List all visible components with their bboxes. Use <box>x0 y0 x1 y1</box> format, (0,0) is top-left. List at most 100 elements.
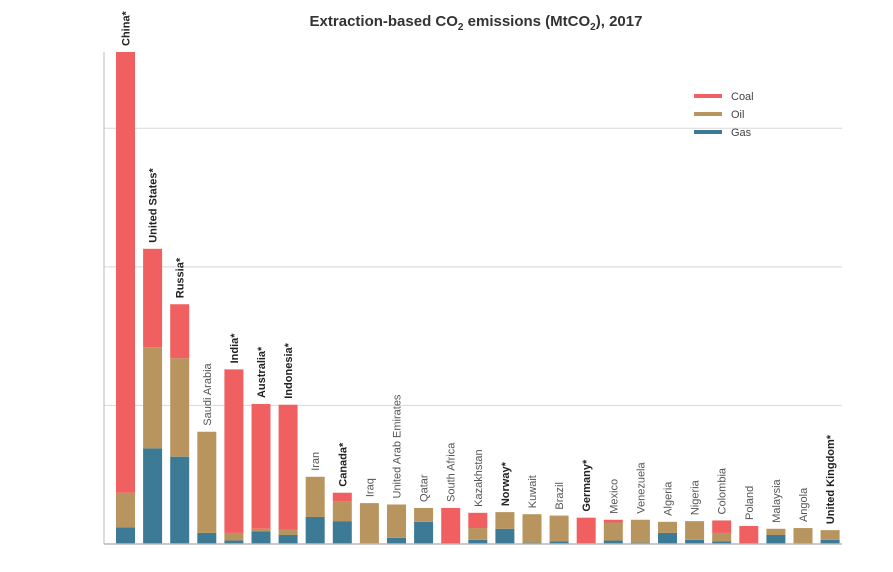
bar-group <box>739 525 759 544</box>
bar-group <box>658 521 677 544</box>
category-label: Saudi Arabia <box>202 362 214 425</box>
bar-oil <box>359 503 379 544</box>
bar-gas <box>712 541 732 544</box>
bar-gas <box>685 539 705 544</box>
bar-oil <box>712 532 732 542</box>
category-label: Angola <box>798 487 810 522</box>
bar-group <box>630 519 650 544</box>
bar-coal <box>441 507 461 544</box>
bar-coal <box>739 525 759 544</box>
bar-gas <box>278 534 298 544</box>
category-label: Canada* <box>337 442 349 487</box>
category-label: Kuwait <box>527 475 539 508</box>
category-label: Malaysia <box>771 478 783 522</box>
bar-group <box>224 369 244 544</box>
bar-oil <box>143 347 163 449</box>
bar-coal <box>251 404 271 529</box>
axes <box>103 52 842 545</box>
category-label: United Kingdom* <box>825 434 837 524</box>
bar-group <box>305 476 325 544</box>
category-label: India* <box>229 333 241 364</box>
bar-group <box>820 530 840 544</box>
bar-oil <box>495 512 515 529</box>
legend-label: Oil <box>731 109 744 121</box>
bar-group <box>576 517 596 544</box>
bar-gas <box>116 527 135 544</box>
bar-group <box>116 52 135 544</box>
bar-oil <box>685 521 705 540</box>
bar-group <box>495 512 515 544</box>
bar-group <box>414 507 434 544</box>
bar-group <box>685 521 705 544</box>
category-label: Indonesia* <box>283 342 295 398</box>
legend-item-coal: Coal <box>694 91 754 103</box>
bar-gas <box>603 540 623 544</box>
category-label: Kazakhstan <box>473 449 485 506</box>
bar-group <box>603 519 623 544</box>
category-label: Brazil <box>554 482 566 510</box>
legend-item-oil: Oil <box>694 109 744 121</box>
category-label: Nigeria <box>690 479 702 515</box>
bar-coal <box>143 248 163 348</box>
bar-group <box>387 504 406 544</box>
bar-gas <box>197 532 217 544</box>
legend-swatch <box>694 130 722 134</box>
bar-gas <box>143 448 163 544</box>
bar-oil <box>820 530 840 540</box>
bar-gas <box>820 539 840 544</box>
bar-group <box>766 528 786 544</box>
bar-gas <box>251 531 271 544</box>
bars <box>116 52 840 544</box>
category-label: Iran <box>310 452 322 471</box>
bar-coal <box>224 369 244 533</box>
bar-oil <box>630 519 650 543</box>
bar-gas <box>170 456 190 544</box>
bar-gas <box>495 528 515 544</box>
category-label: United Arab Emirates <box>392 394 404 498</box>
category-label: China* <box>121 10 133 46</box>
category-label: Colombia <box>717 467 729 514</box>
bar-coal <box>116 52 135 493</box>
bar-oil <box>332 501 352 522</box>
bar-oil <box>170 358 190 457</box>
chart-title: Extraction-based CO2 emissions (MtCO2), … <box>310 13 643 33</box>
bar-group <box>468 512 488 544</box>
bar-group <box>170 304 190 544</box>
legend-label: Coal <box>731 91 754 103</box>
bar-group <box>332 492 352 544</box>
legend-item-gas: Gas <box>694 127 752 139</box>
legend-swatch <box>694 94 722 98</box>
bar-coal <box>712 520 732 533</box>
category-label: South Africa <box>446 442 458 502</box>
legend-label: Gas <box>731 127 752 139</box>
bar-coal <box>576 517 596 544</box>
category-label: Algeria <box>663 481 675 516</box>
bar-oil <box>793 528 813 544</box>
category-label: Qatar <box>419 474 431 502</box>
bar-coal <box>170 304 190 359</box>
bar-coal <box>468 512 488 529</box>
bar-gas <box>332 521 352 544</box>
bar-gas <box>414 521 434 544</box>
legend-swatch <box>694 112 722 116</box>
bar-group <box>549 515 569 544</box>
category-label: Mexico <box>608 479 620 514</box>
category-label: Iraq <box>364 478 376 497</box>
bar-oil <box>251 528 271 532</box>
category-label: Venezuela <box>635 461 647 513</box>
bar-gas <box>305 516 325 544</box>
bar-oil <box>522 514 542 543</box>
bar-group <box>143 248 163 544</box>
bar-oil <box>224 532 244 541</box>
bar-group <box>359 503 379 544</box>
bar-gas <box>468 539 488 544</box>
bar-gas <box>224 540 244 544</box>
bar-oil <box>658 521 677 533</box>
bar-oil <box>414 507 434 522</box>
category-label: Germany* <box>581 459 593 512</box>
category-label: Norway* <box>500 461 512 506</box>
bar-oil <box>387 504 406 538</box>
bar-gas <box>387 537 406 544</box>
bar-group <box>441 507 461 544</box>
